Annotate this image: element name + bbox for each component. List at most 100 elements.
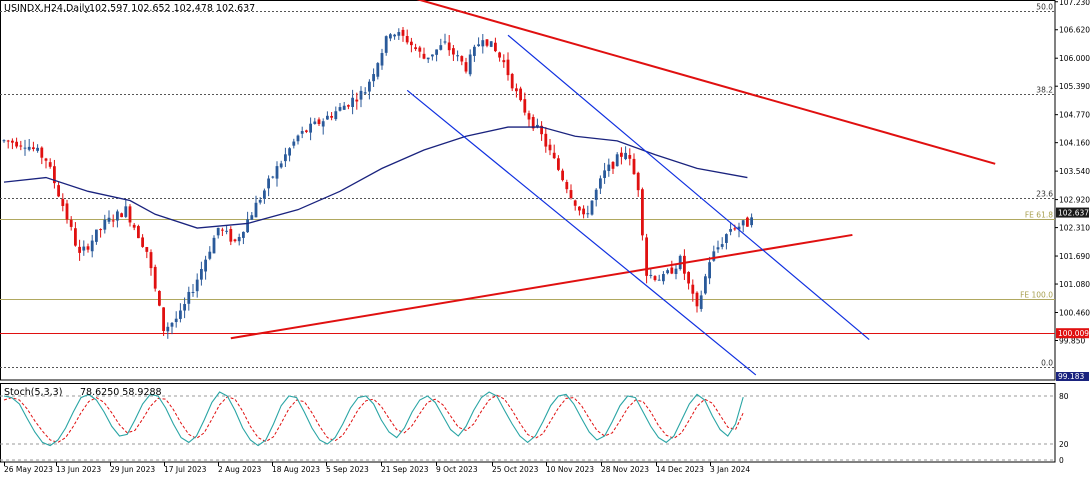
candle-body[interactable] (561, 170, 564, 181)
candle-body[interactable] (699, 295, 703, 309)
candle-body[interactable] (27, 146, 31, 150)
candle-body[interactable] (422, 53, 426, 59)
candle-body[interactable] (183, 304, 186, 311)
candle-body[interactable] (397, 32, 401, 36)
candle-body[interactable] (477, 44, 480, 47)
candle-body[interactable] (552, 152, 556, 159)
candle-body[interactable] (380, 53, 384, 66)
candle-body[interactable] (683, 255, 686, 274)
candle-body[interactable] (212, 237, 216, 254)
candle-body[interactable] (36, 147, 39, 151)
candle-body[interactable] (292, 141, 296, 146)
candle-body[interactable] (384, 36, 388, 53)
candle-body[interactable] (69, 219, 73, 227)
candle-body[interactable] (376, 63, 380, 77)
candle-body[interactable] (494, 42, 497, 52)
candle-body[interactable] (666, 270, 669, 274)
candle-body[interactable] (32, 147, 35, 150)
candle-body[interactable] (200, 268, 203, 280)
candle-body[interactable] (334, 111, 338, 120)
candle-body[interactable] (687, 272, 690, 284)
candle-body[interactable] (695, 292, 699, 307)
candle-body[interactable] (347, 105, 350, 107)
candle-body[interactable] (481, 40, 485, 47)
candle-body[interactable] (15, 141, 18, 147)
candle-body[interactable] (233, 239, 237, 242)
candle-body[interactable] (158, 290, 161, 306)
candle-body[interactable] (657, 279, 661, 281)
stochastic-pane[interactable]: 80 20 0 (0, 383, 1069, 466)
candle-body[interactable] (191, 292, 195, 294)
candle-body[interactable] (2, 140, 6, 142)
candle-body[interactable] (65, 203, 69, 220)
candle-body[interactable] (636, 172, 640, 191)
candle-body[interactable] (620, 152, 623, 157)
candle-body[interactable] (389, 34, 392, 39)
candle-body[interactable] (250, 215, 254, 220)
candle-body[interactable] (141, 237, 144, 247)
candle-body[interactable] (615, 154, 619, 167)
candle-body[interactable] (678, 255, 682, 270)
candle-body[interactable] (670, 267, 674, 274)
candle-body[interactable] (372, 74, 375, 82)
candle-body[interactable] (330, 116, 333, 118)
candle-body[interactable] (393, 34, 396, 37)
candle-body[interactable] (729, 229, 732, 232)
blue-channel-upper-line[interactable] (507, 34, 870, 341)
candle-body[interactable] (137, 226, 140, 239)
candle-body[interactable] (216, 227, 220, 236)
candle-body[interactable] (44, 158, 48, 161)
candle-body[interactable] (263, 190, 266, 199)
candle-body[interactable] (741, 220, 745, 226)
candle-body[interactable] (594, 189, 598, 200)
candle-body[interactable] (6, 140, 10, 142)
candle-body[interactable] (86, 246, 90, 250)
candle-body[interactable] (82, 246, 86, 251)
candle-body[interactable] (611, 161, 615, 169)
candle-body[interactable] (586, 213, 590, 215)
candle-body[interactable] (166, 326, 170, 332)
candle-body[interactable] (132, 224, 136, 228)
candle-body[interactable] (195, 279, 199, 292)
candle-body[interactable] (573, 200, 577, 206)
candle-body[interactable] (57, 185, 60, 197)
candle-body[interactable] (368, 81, 371, 92)
candle-body[interactable] (443, 41, 447, 43)
candle-body[interactable] (95, 229, 98, 242)
candle-body[interactable] (187, 291, 191, 304)
candle-body[interactable] (254, 202, 258, 218)
candle-body[interactable] (162, 307, 165, 332)
candle-body[interactable] (435, 49, 438, 55)
candle-body[interactable] (90, 240, 94, 252)
candle-body[interactable] (460, 56, 464, 62)
candle-body[interactable] (410, 41, 413, 46)
candle-body[interactable] (78, 246, 81, 253)
candle-body[interactable] (737, 226, 741, 230)
candle-body[interactable] (405, 36, 409, 43)
candle-body[interactable] (11, 140, 14, 143)
candle-body[interactable] (179, 310, 182, 319)
candle-body[interactable] (74, 228, 77, 246)
candle-body[interactable] (120, 213, 123, 218)
candle-body[interactable] (485, 39, 489, 46)
candle-body[interactable] (527, 113, 531, 120)
candle-body[interactable] (418, 47, 422, 52)
candle-body[interactable] (624, 152, 627, 160)
candle-body[interactable] (725, 234, 728, 243)
candle-body[interactable] (246, 219, 249, 233)
candle-body[interactable] (750, 217, 753, 226)
candle-body[interactable] (662, 274, 665, 282)
candle-body[interactable] (716, 247, 720, 250)
candle-body[interactable] (506, 59, 510, 76)
candle-body[interactable] (468, 54, 472, 75)
candle-body[interactable] (258, 199, 262, 203)
red-lower-trendline[interactable] (230, 233, 853, 340)
candle-body[interactable] (128, 206, 132, 223)
candle-body[interactable] (124, 206, 128, 217)
candle-body[interactable] (401, 29, 405, 36)
blue-channel-lower-line[interactable] (406, 89, 757, 376)
candle-body[interactable] (548, 144, 552, 151)
candle-body[interactable] (569, 190, 573, 199)
candle-body[interactable] (342, 105, 346, 110)
